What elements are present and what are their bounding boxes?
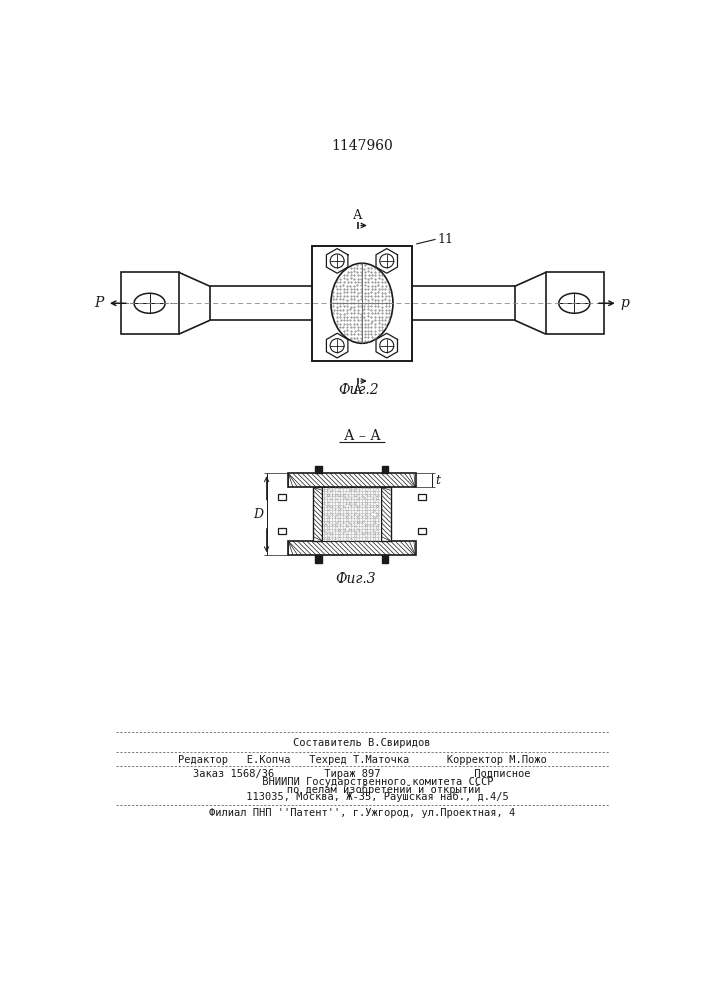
Text: ВНИИПИ Государственного комитета СССР: ВНИИПИ Государственного комитета СССР	[230, 777, 493, 787]
Text: 113035, Москва, Ж-35, Раушская наб., д.4/5: 113035, Москва, Ж-35, Раушская наб., д.4…	[215, 792, 509, 802]
Bar	[546, 272, 604, 334]
Text: 11: 11	[437, 233, 453, 246]
Text: Фиг.2: Фиг.2	[338, 383, 378, 397]
Polygon shape	[315, 466, 322, 473]
Bar	[418, 494, 426, 500]
Bar	[418, 528, 426, 534]
Polygon shape	[382, 555, 388, 563]
Bar	[288, 473, 416, 487]
Text: А: А	[354, 384, 363, 397]
Bar	[288, 541, 416, 555]
Bar	[315, 466, 322, 473]
Text: p: p	[621, 296, 630, 310]
Polygon shape	[382, 466, 388, 473]
Text: А – А: А – А	[344, 429, 380, 443]
Bar	[312, 246, 412, 361]
Text: Филиал ПНП ''Патент'', г.Ужгород, ул.Проектная, 4: Филиал ПНП ''Патент'', г.Ужгород, ул.Про…	[209, 808, 515, 818]
Bar	[313, 487, 322, 541]
Bar	[279, 528, 286, 534]
Polygon shape	[315, 555, 322, 563]
Text: А: А	[354, 209, 363, 222]
Bar	[382, 466, 388, 473]
Bar	[279, 494, 286, 500]
Text: Составитель В.Свиридов: Составитель В.Свиридов	[293, 738, 431, 748]
Bar	[121, 272, 179, 334]
Bar	[322, 487, 381, 541]
Text: 1147960: 1147960	[331, 139, 393, 153]
Bar	[315, 555, 322, 563]
Text: по делам изобретений и открытий: по делам изобретений и открытий	[243, 785, 481, 795]
Bar	[381, 487, 391, 541]
Text: P: P	[95, 296, 104, 310]
Text: Фиг.3: Фиг.3	[335, 572, 376, 586]
Bar	[382, 555, 388, 563]
Text: D: D	[254, 508, 264, 521]
Text: Редактор   Е.Копча   Техред Т.Маточка      Корректор М.Пожо: Редактор Е.Копча Техред Т.Маточка Коррек…	[177, 755, 547, 765]
Text: t: t	[436, 474, 440, 487]
Text: Заказ 1568/36        Тираж 897               Подписное: Заказ 1568/36 Тираж 897 Подписное	[193, 769, 531, 779]
